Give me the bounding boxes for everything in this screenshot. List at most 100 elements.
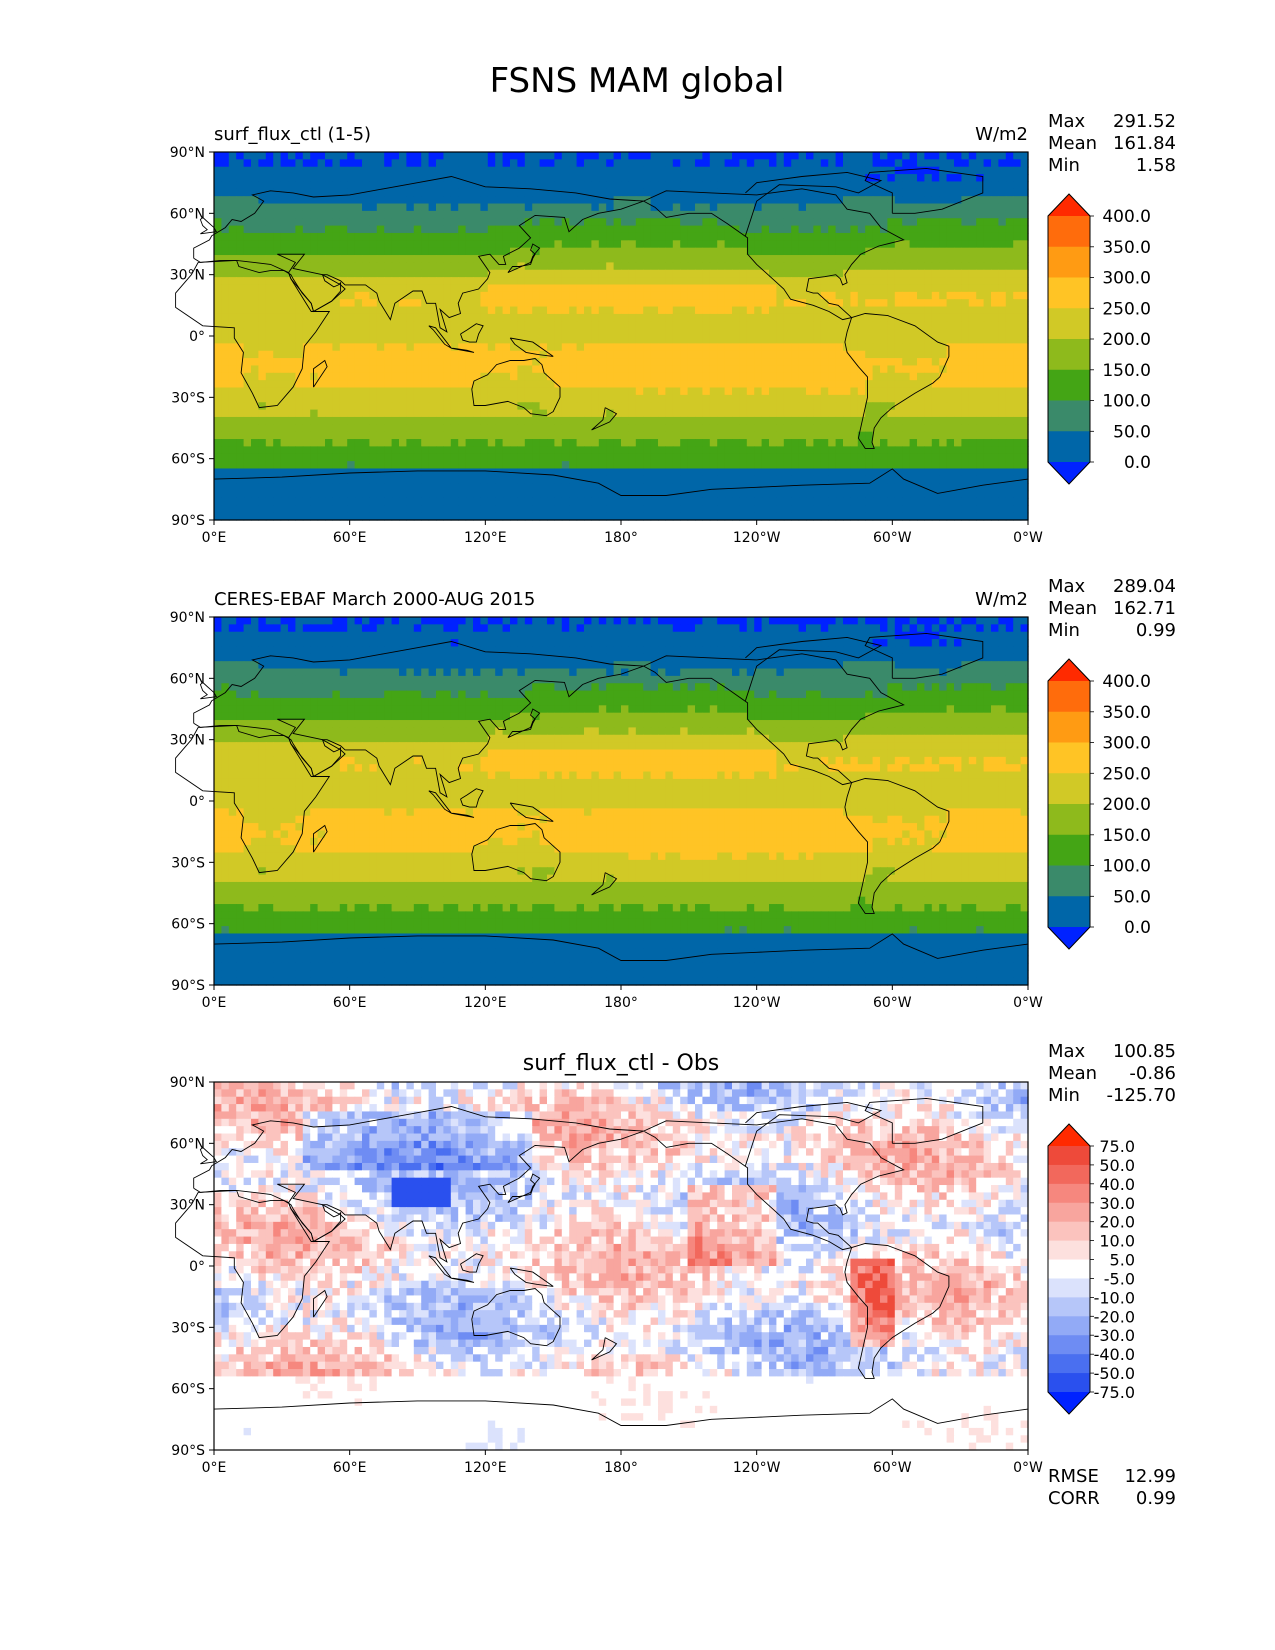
field-cell — [384, 247, 393, 256]
field-cell — [251, 232, 259, 241]
field-cell — [709, 365, 718, 374]
field-cell — [399, 284, 407, 293]
field-cell — [236, 255, 245, 263]
field-cell — [554, 365, 563, 374]
field-cell — [369, 439, 378, 447]
field-cell — [295, 343, 304, 352]
field-cell — [236, 446, 245, 455]
field-cell — [354, 232, 363, 241]
field-cell — [717, 394, 726, 403]
field-cell — [650, 343, 659, 352]
field-cell — [524, 439, 533, 447]
field-cell — [665, 188, 674, 197]
field-cell — [258, 299, 267, 308]
field-cell — [495, 453, 504, 462]
field-cell — [1005, 174, 1014, 183]
field-cell — [221, 350, 230, 359]
field-cell — [717, 181, 726, 190]
field-cell — [458, 291, 467, 300]
field-cell — [517, 468, 526, 477]
field-cell — [273, 277, 282, 286]
field-cell — [672, 181, 681, 190]
field-cell — [976, 181, 985, 190]
field-cell — [806, 343, 814, 352]
field-cell — [332, 336, 341, 344]
field-cell — [628, 299, 637, 308]
field-cell — [939, 387, 948, 396]
field-cell — [480, 468, 489, 477]
field-cell — [850, 277, 859, 286]
field-cell — [717, 255, 726, 263]
field-cell — [458, 269, 467, 278]
field-cell — [961, 218, 970, 227]
field-cell — [902, 210, 911, 219]
field-cell — [968, 166, 977, 175]
field-cell — [458, 218, 467, 227]
field-cell — [924, 402, 933, 411]
field-cell — [820, 321, 829, 330]
field-cell — [739, 306, 748, 315]
field-cell — [702, 313, 711, 322]
field-cell — [954, 262, 962, 271]
field-cell — [458, 277, 467, 286]
field-cell — [813, 269, 822, 278]
field-cell — [524, 284, 533, 293]
field-cell — [443, 453, 452, 462]
field-cell — [510, 365, 518, 374]
field-cell — [687, 336, 696, 344]
field-cell — [613, 402, 622, 411]
field-cell — [635, 402, 644, 411]
field-cell — [288, 380, 296, 389]
field-cell — [569, 336, 578, 344]
field-cell — [783, 461, 792, 470]
field-cell — [798, 446, 807, 455]
field-cell — [539, 291, 548, 300]
field-cell — [998, 255, 1007, 263]
field-cell — [273, 416, 282, 425]
field-cell — [628, 166, 637, 175]
field-cell — [769, 321, 777, 330]
field-cell — [228, 416, 237, 425]
field-cell — [532, 365, 541, 374]
field-cell — [214, 255, 222, 263]
field-cell — [717, 461, 726, 470]
field-cell — [717, 277, 726, 286]
field-cell — [843, 284, 851, 293]
field-cell — [273, 181, 282, 190]
field-cell — [332, 424, 341, 433]
field-cell — [695, 416, 703, 425]
field-cell — [317, 365, 326, 374]
field-cell — [732, 247, 740, 256]
field-cell — [265, 188, 274, 197]
field-cell — [369, 225, 378, 234]
field-cell — [251, 284, 259, 293]
field-cell — [687, 262, 696, 271]
field-cell — [502, 446, 511, 455]
field-cell — [399, 166, 407, 175]
field-cell — [924, 306, 933, 315]
field-cell — [843, 380, 851, 389]
field-cell — [258, 439, 267, 447]
field-cell — [857, 343, 866, 352]
field-cell — [539, 321, 548, 330]
field-cell — [480, 196, 489, 205]
field-cell — [532, 166, 541, 175]
field-cell — [783, 232, 792, 241]
field-cell — [458, 255, 467, 263]
field-cell — [924, 461, 933, 470]
field-cell — [421, 277, 430, 286]
field-cell — [265, 225, 274, 234]
field-cell — [465, 218, 474, 227]
field-cell — [761, 210, 770, 219]
field-cell — [783, 394, 792, 403]
field-cell — [399, 350, 407, 359]
field-cell — [273, 468, 282, 477]
field-cell — [436, 299, 444, 308]
field-cell — [672, 269, 681, 278]
field-cell — [954, 174, 962, 183]
field-cell — [369, 174, 378, 183]
field-cell — [576, 174, 585, 183]
field-cell — [502, 166, 511, 175]
field-cell — [621, 269, 629, 278]
field-cell — [399, 439, 407, 447]
